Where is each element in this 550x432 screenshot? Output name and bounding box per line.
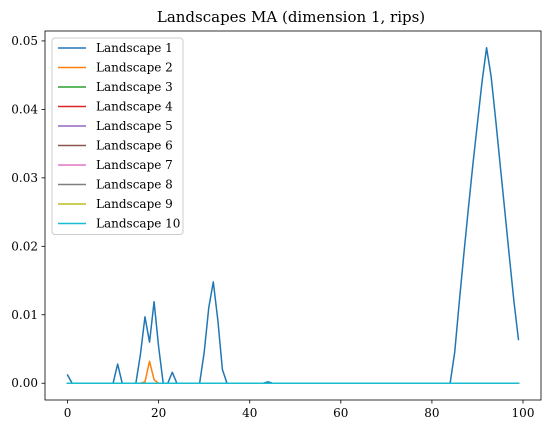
legend-label: Landscape 3: [96, 80, 173, 94]
y-tick-label: 0.00: [11, 376, 38, 390]
x-tick-label: 0: [64, 406, 72, 420]
x-tick-label: 20: [151, 406, 166, 420]
chart-title: Landscapes MA (dimension 1, rips): [157, 8, 425, 26]
x-tick-label: 80: [424, 406, 439, 420]
legend-item: Landscape 1: [58, 41, 173, 55]
legend-label: Landscape 4: [96, 100, 173, 114]
legend-item: Landscape 5: [58, 119, 173, 133]
y-tick-label: 0.05: [11, 34, 38, 48]
legend-label: Landscape 10: [96, 217, 180, 231]
legend-item: Landscape 8: [58, 178, 173, 192]
y-tick-label: 0.03: [11, 171, 38, 185]
legend-label: Landscape 6: [96, 139, 173, 153]
legend-label: Landscape 2: [96, 61, 173, 75]
legend-item: Landscape 7: [58, 158, 173, 172]
y-axis: 0.00 0.01 0.02 0.03 0.04 0.05: [11, 34, 45, 390]
x-tick-label: 60: [333, 406, 348, 420]
legend-item: Landscape 6: [58, 139, 173, 153]
series-line-landscape-1: [66, 47, 520, 384]
legend-item: Landscape 4: [58, 100, 173, 114]
y-tick-label: 0.01: [11, 308, 38, 322]
legend-label: Landscape 5: [96, 119, 173, 133]
x-tick-label: 40: [242, 406, 257, 420]
legend-item: Landscape 3: [58, 80, 173, 94]
legend-label: Landscape 1: [96, 41, 173, 55]
plot-area: [66, 47, 520, 384]
legend-item: Landscape 2: [58, 61, 173, 75]
legend: Landscape 1 Landscape 2 Landscape 3 Landsca…: [51, 37, 184, 235]
y-tick-label: 0.02: [11, 239, 38, 253]
plot-frame: [44, 30, 542, 401]
legend-label: Landscape 7: [96, 158, 173, 172]
legend-item: Landscape 10: [58, 217, 180, 231]
legend-item: Landscape 9: [58, 197, 173, 211]
x-tick-label: 100: [512, 406, 535, 420]
y-tick-label: 0.04: [11, 102, 38, 116]
legend-label: Landscape 8: [96, 178, 173, 192]
x-axis: 0 20 40 60 80 100: [64, 400, 535, 420]
legend-label: Landscape 9: [96, 197, 173, 211]
